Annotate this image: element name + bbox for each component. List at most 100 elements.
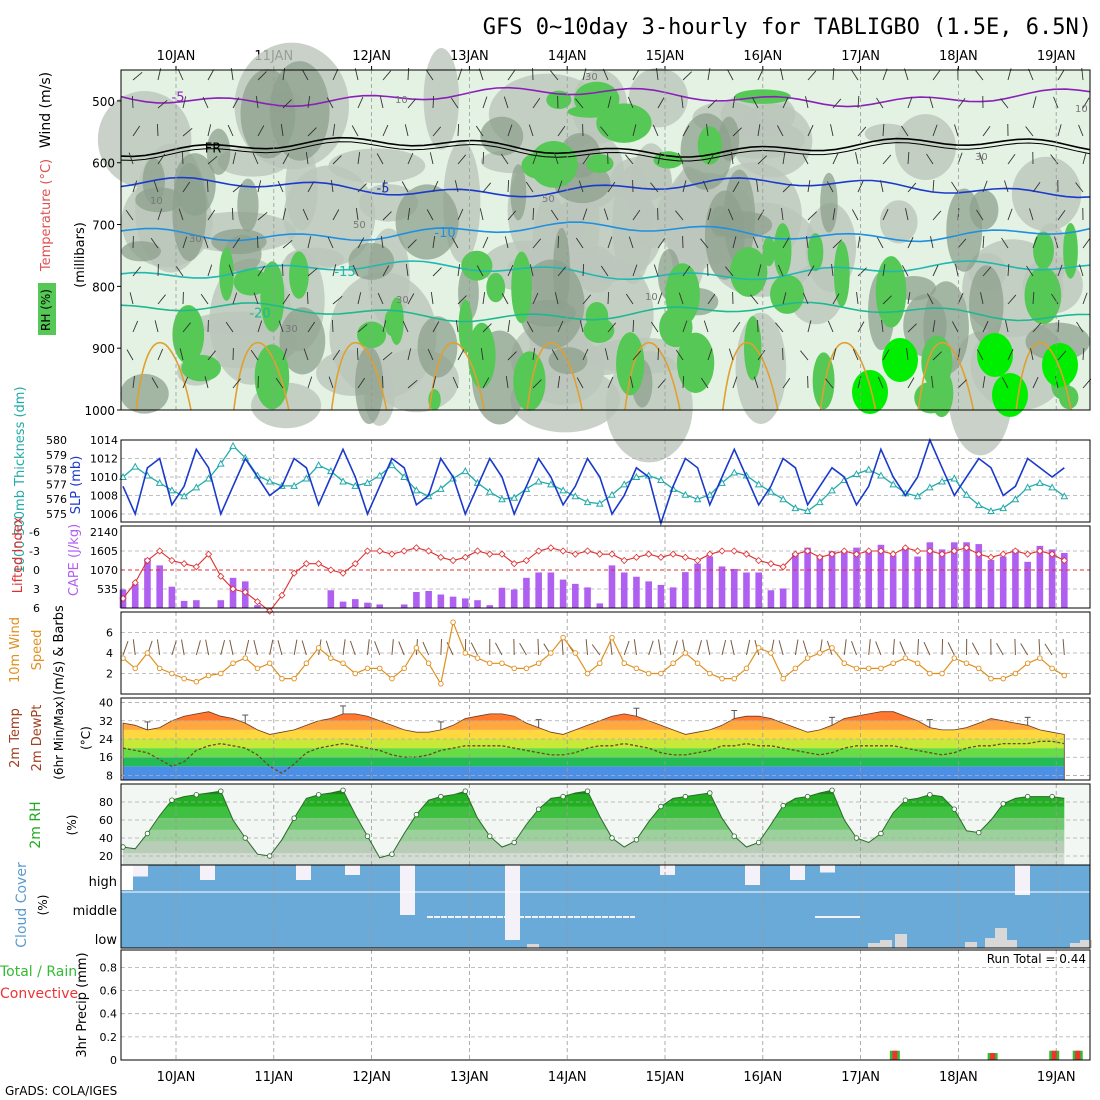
- wind-speed-point: [352, 670, 359, 677]
- wind-barb: [132, 639, 136, 656]
- wind-barb: [682, 180, 687, 193]
- wind-barb: [732, 181, 740, 193]
- wind-barb: [582, 153, 591, 165]
- wind-barb: [122, 640, 129, 656]
- lifted-index-point: [535, 547, 543, 555]
- lifted-index-point: [412, 544, 420, 552]
- lifted-index-point: [901, 544, 909, 552]
- cape-bar: [1036, 545, 1044, 608]
- thickness-point: [889, 480, 898, 488]
- wind-speed-point: [682, 650, 689, 656]
- cape-bar: [559, 579, 567, 608]
- wind-speed-point: [694, 660, 701, 667]
- cape-bar: [779, 588, 787, 608]
- wind-barb: [776, 125, 784, 137]
- cape-bar: [828, 551, 836, 608]
- wind-barb: [632, 264, 638, 277]
- wind-barb: [851, 69, 859, 81]
- wind-barb: [678, 292, 684, 305]
- wind-barb: [745, 639, 751, 656]
- wind-barb: [203, 236, 209, 249]
- wind-barb: [875, 641, 882, 656]
- wind-barb: [675, 210, 684, 221]
- wind-barb: [457, 208, 464, 221]
- wind-barb: [1075, 182, 1084, 193]
- wind-barb: [892, 639, 895, 656]
- wind-barb: [381, 375, 384, 389]
- rh-shade-area: [121, 241, 162, 262]
- wind-barb: [342, 639, 346, 656]
- wind-barb: [632, 350, 642, 361]
- cape-lifted-index-panel: -6 -3 0 3 6 535 1070 1605 2140 Lifted Index CAPE (…: [11, 516, 1091, 615]
- wind-speed-point: [450, 619, 456, 626]
- wind-barb: [976, 349, 984, 361]
- cape-bar: [963, 542, 970, 608]
- cloud-gap: [505, 865, 520, 940]
- thickness-point: [583, 498, 592, 506]
- precip-tick-label: 0.4: [100, 1008, 118, 1021]
- wind-barb: [982, 266, 992, 277]
- wind-barb: [657, 639, 662, 656]
- cape-bar: [608, 565, 616, 608]
- lifted-index-point: [669, 550, 677, 558]
- wind-barb: [727, 208, 734, 221]
- rh-shade-area: [895, 114, 956, 181]
- lifted-index-point: [363, 547, 372, 555]
- wind-tick-label: 6: [106, 627, 113, 640]
- wind-barb: [195, 640, 201, 656]
- lifted-index-point: [620, 556, 628, 565]
- wind-barb: [407, 98, 417, 109]
- wind-barb: [125, 209, 134, 221]
- wind-barb: [132, 125, 141, 137]
- wind-barb: [307, 376, 313, 389]
- lifted-index-point: [852, 550, 861, 558]
- wind-barb: [1082, 347, 1085, 361]
- rh-point: [144, 830, 151, 837]
- thickness-point: [437, 484, 445, 492]
- wind-barb: [905, 208, 909, 221]
- wind-barb: [225, 321, 234, 333]
- cape-bar: [413, 592, 420, 608]
- wind-speed-point: [511, 665, 517, 672]
- lifted-index-point: [657, 553, 665, 561]
- wind-barb: [427, 348, 434, 361]
- cloud-gap: [790, 865, 805, 880]
- wind-barb: [482, 182, 492, 193]
- precip-tick-label: 0.2: [100, 1031, 118, 1044]
- wind-barb: [202, 96, 209, 109]
- wind-speed-point: [865, 665, 872, 672]
- rh-point: [1024, 793, 1031, 800]
- wind-barb: [380, 236, 384, 249]
- isotherm-label: -15: [334, 265, 355, 280]
- wind-barb: [901, 265, 909, 277]
- wind-barb: [557, 320, 564, 333]
- wind-barb: [282, 239, 293, 249]
- wind-barb: [150, 237, 159, 249]
- wind-barb: [907, 236, 914, 249]
- wind-barb: [957, 292, 964, 305]
- thickness-point: [131, 462, 140, 470]
- wind-barb: [391, 639, 394, 656]
- cape-bar: [498, 587, 506, 608]
- rh-unit-label: (%): [65, 815, 79, 836]
- thickness-point: [987, 506, 995, 515]
- wind-speed-point: [328, 655, 334, 661]
- lifted-index-point: [816, 553, 824, 561]
- wind-barb: [657, 292, 663, 305]
- wind-barb: [182, 236, 188, 249]
- rh-contour-label: 10: [1075, 104, 1088, 115]
- wind-speed-point: [266, 660, 273, 667]
- thickness-tick-label: 580: [46, 434, 67, 447]
- wind-barb: [682, 320, 688, 333]
- wind-barb: [1001, 237, 1009, 249]
- wind-barb: [355, 208, 359, 221]
- thickness-point: [657, 475, 665, 483]
- wind-barb: [782, 377, 791, 389]
- wind-speed-point: [535, 660, 542, 667]
- rh-point: [511, 839, 517, 846]
- cape-bar: [339, 601, 347, 608]
- lifted-index-axis-label: Lifted Index: [11, 516, 26, 593]
- wind-barb: [706, 639, 711, 656]
- wind-barb: [782, 183, 792, 193]
